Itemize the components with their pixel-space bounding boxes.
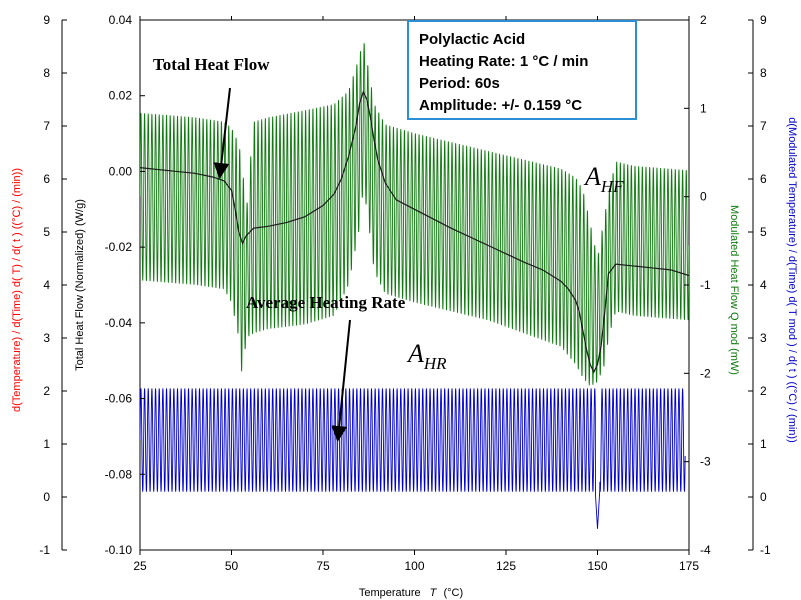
x-axis-label: Temperature T (°C) <box>359 587 463 599</box>
y-left-inner-tick-label: 0.02 <box>109 89 133 103</box>
y-right-inner-tick-label: 1 <box>700 101 707 115</box>
x-tick-label: 175 <box>679 559 699 573</box>
y-left-inner-tick-label: -0.02 <box>105 240 133 254</box>
info-sample-name: Polylactic Acid <box>419 31 526 48</box>
y-left-outer-tick-label: 0 <box>43 490 50 504</box>
x-tick-label: 100 <box>404 559 424 573</box>
y-left-outer-tick-label: -1 <box>39 543 50 557</box>
y-left-outer-label: d(Temperature) / d(Time) d( T) / d( t ) … <box>11 168 23 412</box>
y-right-outer-tick-label: 3 <box>760 331 767 345</box>
x-tick-label: 75 <box>316 559 330 573</box>
y-right-inner-tick-label: -2 <box>700 366 711 380</box>
annotation-a-hf-sub: HF <box>600 177 624 196</box>
y-left-outer-tick-label: 1 <box>43 437 50 451</box>
annotation-total-heat-flow: Total Heat Flow <box>153 55 270 74</box>
axes: 25 50 75 100 125 150 175-10123456789-0.10-0.08… <box>39 13 771 573</box>
y-left-outer-tick-label: 4 <box>43 278 50 292</box>
annotation-a-hf: AHF <box>583 162 624 196</box>
series-modulated-heat-flow <box>140 43 689 386</box>
y-left-inner-tick-label: 0.04 <box>109 13 133 27</box>
x-tick-label: 125 <box>496 559 516 573</box>
y-right-inner-tick-label: -3 <box>700 455 711 469</box>
x-tick-label: 25 <box>133 559 147 573</box>
y-right-outer-label: d(Modulated Temperature) / d(Time) d( T … <box>786 117 798 443</box>
y-left-outer-tick-label: 9 <box>43 13 50 27</box>
y-left-inner-tick-label: -0.10 <box>105 543 133 557</box>
y-right-outer-tick-label: 1 <box>760 437 767 451</box>
x-axis-label-symbol: T <box>430 587 438 599</box>
y-left-outer-tick-label: 6 <box>43 172 50 186</box>
series-modulated-temperature-derivative <box>140 388 686 529</box>
y-right-inner-label: Modulated Heat Flow Q mod (mW) <box>728 205 740 375</box>
x-tick-label: 50 <box>225 559 239 573</box>
y-right-outer-tick-label: 4 <box>760 278 767 292</box>
y-left-outer-tick-label: 8 <box>43 66 50 80</box>
info-amplitude: Amplitude: +/- 0.159 °C <box>419 97 583 114</box>
y-right-outer-tick-label: 5 <box>760 225 767 239</box>
y-left-outer-tick-label: 5 <box>43 225 50 239</box>
annotation-a-hr-sub: HR <box>423 354 447 373</box>
y-left-outer-tick-label: 2 <box>43 384 50 398</box>
x-axis-label-main: Temperature <box>359 587 421 599</box>
y-right-outer-tick-label: 0 <box>760 490 767 504</box>
y-left-inner-tick-label: -0.08 <box>105 467 133 481</box>
info-box: Polylactic Acid Heating Rate: 1 °C / min… <box>407 20 637 120</box>
arrow-average-heating-rate <box>331 319 351 442</box>
y-right-inner-tick-label: -1 <box>700 278 711 292</box>
x-tick-label: 150 <box>587 559 607 573</box>
annotation-average-heating-rate: Average Heating Rate <box>246 293 406 312</box>
x-axis-label-unit: (°C) <box>443 587 463 599</box>
info-heating-rate: Heating Rate: 1 °C / min <box>419 53 589 70</box>
y-left-inner-label: Total Heat Flow (Normalized) (W/g) <box>74 199 86 371</box>
line-modulated-heat-flow <box>140 43 689 386</box>
y-right-outer-tick-label: 6 <box>760 172 767 186</box>
y-right-inner-tick-label: -4 <box>700 543 711 557</box>
y-right-outer-tick-label: 8 <box>760 66 767 80</box>
y-right-outer-tick-label: 7 <box>760 119 767 133</box>
info-period: Period: 60s <box>419 75 500 92</box>
y-right-outer-tick-label: -1 <box>760 543 771 557</box>
y-right-outer-tick-label: 9 <box>760 13 767 27</box>
series-total-heat-flow <box>140 90 689 374</box>
y-left-inner-tick-label: -0.04 <box>105 316 133 330</box>
y-left-outer-tick-label: 3 <box>43 331 50 345</box>
y-right-inner-tick-label: 2 <box>700 13 707 27</box>
y-right-outer-tick-label: 2 <box>760 384 767 398</box>
line-total-heat-flow <box>140 90 689 374</box>
annotation-a-hr-main: A <box>406 339 424 368</box>
annotation-a-hf-main: A <box>583 162 601 191</box>
y-right-inner-tick-label: 0 <box>700 190 707 204</box>
y-left-inner-tick-label: -0.06 <box>105 392 133 406</box>
arrow-total-heat-flow <box>213 87 231 179</box>
line-modulated-temperature-derivative <box>140 388 686 529</box>
y-left-inner-tick-label: 0.00 <box>109 164 133 178</box>
y-left-outer-tick-label: 7 <box>43 119 50 133</box>
annotation-a-hr: AHR <box>406 339 447 373</box>
